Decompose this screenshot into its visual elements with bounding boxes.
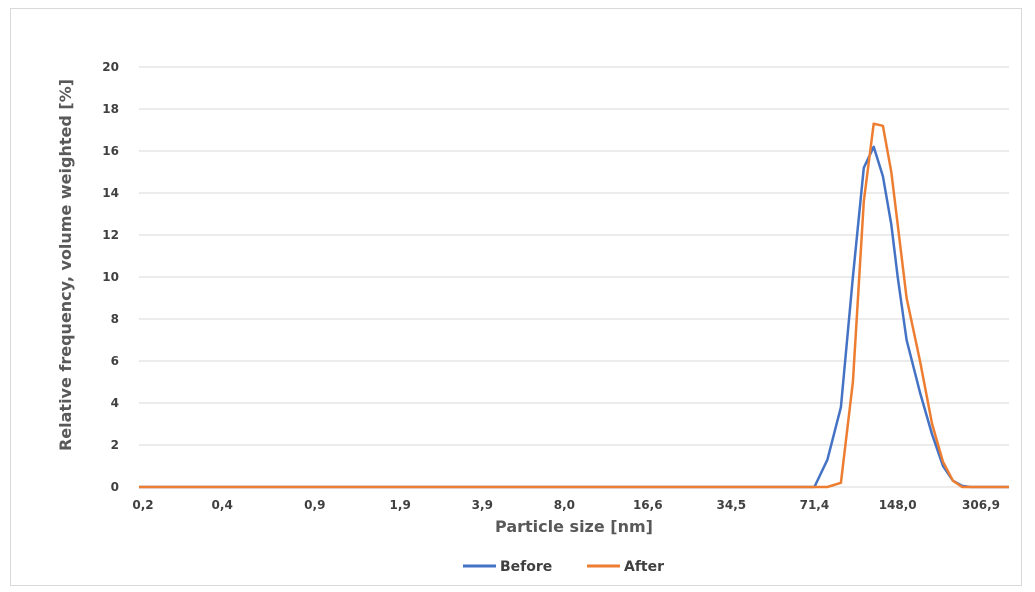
legend-label-after: After [624,559,664,575]
x-tick-label: 0,9 [304,498,325,512]
x-tick-label: 306,9 [962,498,1000,512]
y-tick-label: 20 [102,60,119,74]
grid-layer [139,67,1009,487]
y-tick-label: 6 [111,354,119,368]
y-tick-label: 12 [102,228,119,242]
x-tick-label: 16,6 [633,498,663,512]
x-tick-label: 8,0 [554,498,575,512]
y-tick-label: 2 [111,438,119,452]
x-axis-title: Particle size [nm] [495,517,653,536]
legend: Before After [463,559,664,575]
x-tick-label: 71,4 [800,498,830,512]
x-tick-label: 0,2 [132,498,153,512]
y-tick-labels: 0 2 4 6 8 10 12 14 16 18 20 [102,60,119,494]
chart-frame: 0 2 4 6 8 10 12 14 16 18 20 0,2 0,4 0,9 1,9 3,9 8,0 16,6… [10,8,1022,586]
y-tick-label: 16 [102,144,119,158]
y-tick-label: 4 [111,396,119,410]
x-tick-label: 3,9 [472,498,493,512]
x-tick-labels: 0,2 0,4 0,9 1,9 3,9 8,0 16,6 34,5 71,4 148,0 306,9 [132,498,1000,512]
x-tick-label: 0,4 [212,498,233,512]
y-tick-label: 8 [111,312,119,326]
series-layer [139,124,1009,487]
series-line-after [139,124,1009,487]
y-tick-label: 10 [102,270,119,284]
y-tick-label: 14 [102,186,119,200]
chart-svg: 0 2 4 6 8 10 12 14 16 18 20 0,2 0,4 0,9 1,9 3,9 8,0 16,6… [11,9,1023,587]
series-line-before [139,147,1009,487]
y-axis-title: Relative frequency, volume weighted [%] [56,79,75,451]
y-tick-label: 0 [111,480,119,494]
legend-label-before: Before [500,559,552,575]
x-tick-label: 34,5 [717,498,747,512]
x-tick-label: 1,9 [390,498,411,512]
x-tick-label: 148,0 [879,498,917,512]
y-tick-label: 18 [102,102,119,116]
